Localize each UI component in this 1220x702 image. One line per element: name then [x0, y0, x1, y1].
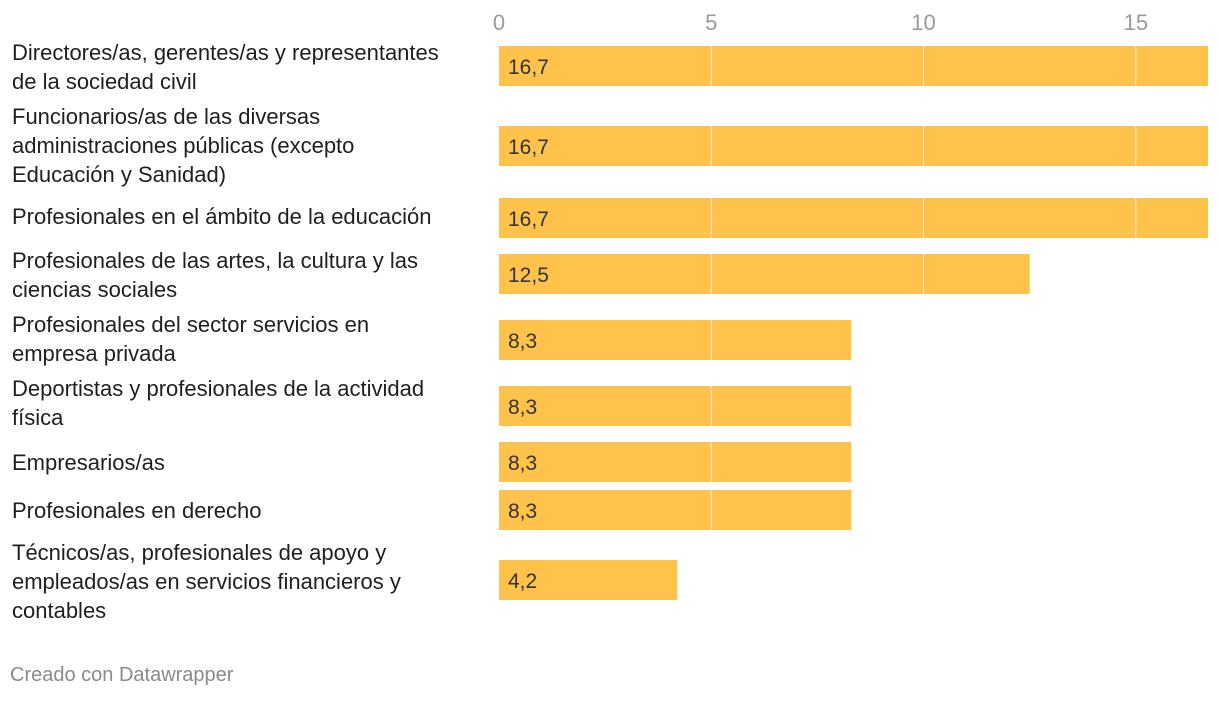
bar-chart: 0 5 10 15 16,7 16,7 16,7 12,5 8,3 8,3 8,3 8,3 4,2: [493, 10, 1208, 600]
value-label: 4,2: [508, 570, 537, 593]
gridlines: [710, 46, 1137, 530]
value-label: 8,3: [508, 452, 537, 475]
category-label: Profesionales en derecho: [12, 498, 262, 523]
bar: [499, 254, 1030, 294]
value-label: 8,3: [508, 500, 537, 523]
category-label: Empresarios/as: [12, 450, 165, 475]
bar: [499, 126, 1208, 166]
bar: [499, 386, 852, 426]
category-label: Profesionales en el ámbito de la educaci…: [12, 204, 432, 229]
value-label: 16,7: [508, 208, 549, 231]
value-label: 16,7: [508, 136, 549, 159]
bars: [499, 46, 1208, 600]
x-tick-label: 0: [493, 10, 505, 35]
category-label: Funcionarios/as de las diversas administ…: [12, 104, 355, 187]
category-label: Directores/as, gerentes/as y representan…: [12, 40, 439, 94]
bar: [499, 442, 852, 482]
value-label: 8,3: [508, 330, 537, 353]
value-label: 12,5: [508, 264, 549, 287]
credit-line: Creado con Datawrapper: [10, 664, 234, 686]
category-label: Profesionales del sector servicios en em…: [12, 312, 370, 366]
x-tick-label: 10: [911, 10, 935, 35]
bar: [499, 46, 1208, 86]
bar: [499, 490, 852, 530]
bar: [499, 320, 852, 360]
value-label: 8,3: [508, 396, 537, 419]
bar: [499, 560, 678, 600]
category-label: Técnicos/as, profesionales de apoyo y em…: [12, 540, 401, 623]
value-label: 16,7: [508, 56, 549, 79]
x-tick-label: 5: [705, 10, 717, 35]
category-label: Deportistas y profesionales de la activi…: [12, 376, 425, 430]
x-tick-label: 15: [1124, 10, 1148, 35]
bar: [499, 198, 1208, 238]
category-label: Profesionales de las artes, la cultura y…: [12, 248, 418, 302]
